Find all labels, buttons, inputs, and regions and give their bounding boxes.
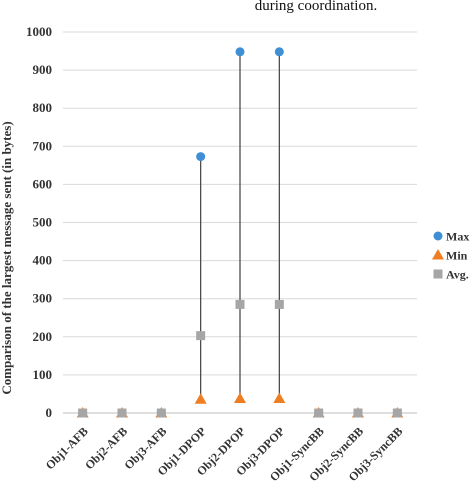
- chart-title: during coordination.: [255, 0, 377, 14]
- point-min-5: [273, 392, 286, 404]
- point-avg-0: [78, 408, 88, 418]
- y-tick-label: 800: [33, 100, 53, 115]
- point-avg-6: [314, 408, 324, 418]
- legend-label: Max: [446, 230, 469, 244]
- x-tick-labels: Obj1-AFBObj2-AFBObj3-AFBObj1-DPOPObj2-DP…: [43, 424, 406, 484]
- legend-marker-avg: [433, 269, 443, 279]
- range-lines: [200, 51, 280, 400]
- legend-marker-max: [433, 231, 443, 241]
- point-avg-8: [392, 408, 402, 418]
- legend: Max Min Avg.: [432, 230, 469, 282]
- legend-marker-min: [432, 249, 444, 260]
- y-tick-label: 300: [33, 291, 53, 306]
- point-max-3: [196, 152, 206, 162]
- y-tick-label: 500: [33, 215, 53, 230]
- y-tick-label: 700: [33, 138, 53, 153]
- y-axis-label: Comparison of the largest message sent (…: [0, 121, 14, 394]
- point-avg-4: [235, 299, 245, 309]
- point-avg-5: [274, 299, 284, 309]
- point-avg-3: [196, 331, 206, 341]
- y-tick-label: 100: [33, 367, 53, 382]
- y-tick-label: 400: [33, 253, 53, 268]
- point-min-4: [234, 392, 246, 404]
- point-avg-7: [353, 408, 363, 418]
- y-tick-label: 600: [33, 176, 53, 191]
- point-avg-2: [156, 408, 166, 418]
- point-avg-1: [117, 408, 127, 418]
- point-max-4: [235, 47, 245, 57]
- legend-label: Min: [446, 249, 468, 263]
- data-markers: [76, 47, 404, 418]
- y-tick-label: 200: [33, 329, 53, 344]
- point-min-3: [194, 393, 207, 404]
- y-tick-label: 900: [33, 62, 53, 77]
- legend-label: Avg.: [446, 268, 469, 282]
- y-tick-label: 0: [46, 405, 53, 420]
- y-tick-label: 1000: [26, 24, 52, 39]
- y-tick-labels: 0 100 200 300 400 500 600 700 800 900 1000: [26, 24, 52, 420]
- point-max-5: [274, 47, 284, 57]
